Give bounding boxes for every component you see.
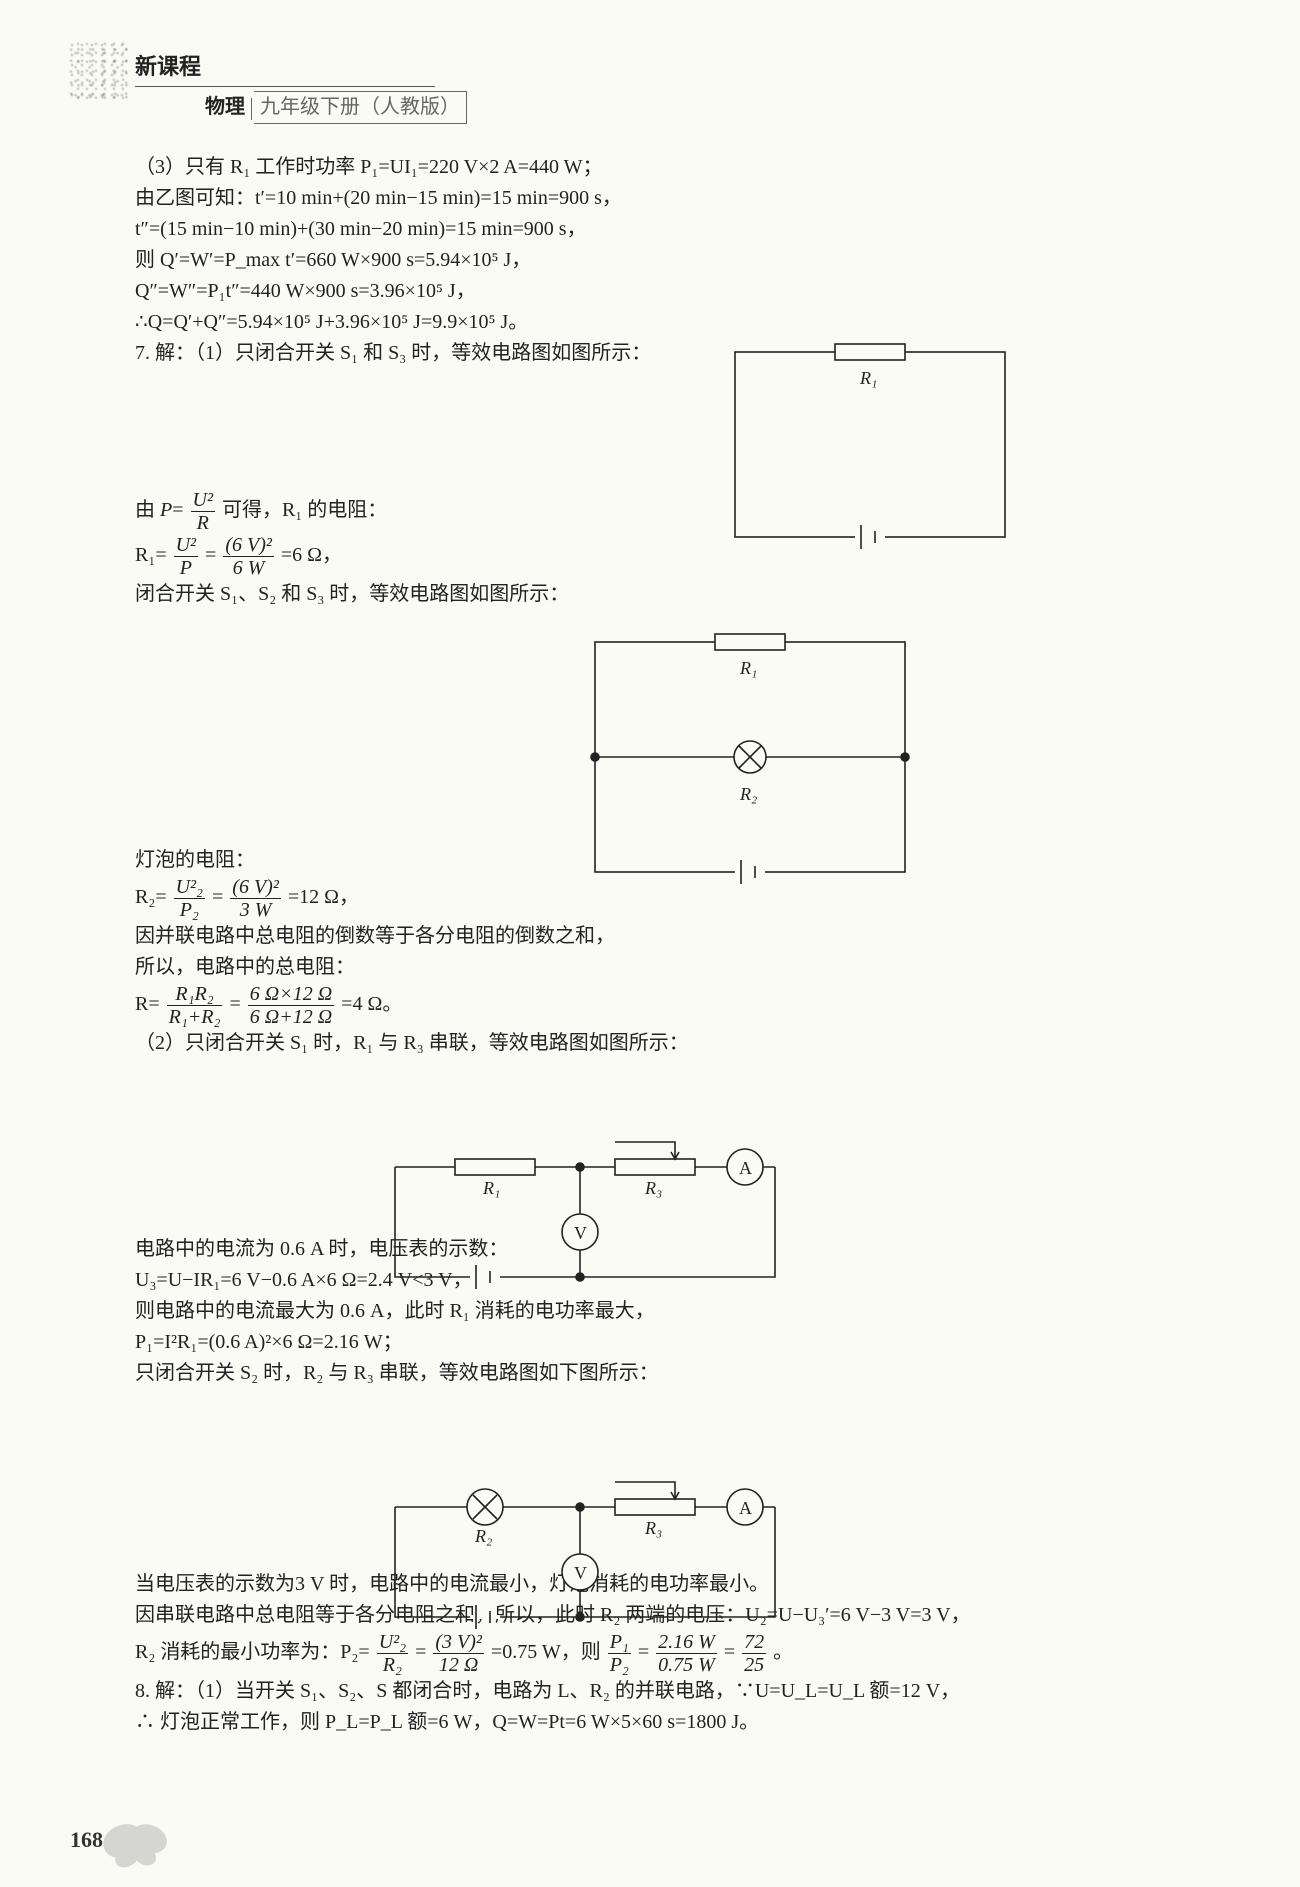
decorative-texture bbox=[70, 42, 128, 100]
text-line: R₁= U²P = (6 V)²6 W =6 Ω， bbox=[135, 534, 1200, 579]
text-line: P₁=I²R₁=(0.6 A)²×6 Ω=2.16 W； bbox=[135, 1327, 1200, 1358]
label-V: V bbox=[574, 1223, 587, 1243]
circuit-fig-3: R₁ R₃ A V bbox=[375, 1122, 795, 1297]
label-R1: R₁ bbox=[739, 658, 757, 678]
series-title: 新课程 bbox=[135, 50, 1200, 84]
circuit-fig-1: R₁ bbox=[725, 342, 1015, 557]
label-V: V bbox=[574, 1563, 587, 1583]
label-A: A bbox=[739, 1498, 752, 1518]
text-line: ∴ 灯泡正常工作，则 P_L=P_L 额=6 W，Q=W=Pt=6 W×5×60… bbox=[135, 1707, 1200, 1738]
header-rule bbox=[135, 86, 435, 87]
page-content: （3）只有 R₁ 工作时功率 P₁=UI₁=220 V×2 A=440 W； 由… bbox=[135, 152, 1200, 1738]
vertical-divider bbox=[251, 98, 252, 120]
text-line: 8. 解：（1）当开关 S₁、S₂、S 都闭合时，电路为 L、R₂ 的并联电路，… bbox=[135, 1676, 1200, 1707]
text-line: 则电路中的电流最大为 0.6 A，此时 R₁ 消耗的电功率最大， bbox=[135, 1296, 1200, 1327]
text-line: 所以，电路中的总电阻： bbox=[135, 952, 1200, 983]
label-R1: R₁ bbox=[482, 1178, 500, 1198]
text-line: （2）只闭合开关 S₁ 时，R₁ 与 R₃ 串联，等效电路图如图所示： bbox=[135, 1028, 1200, 1059]
text-line: 因并联电路中总电阻的倒数等于各分电阻的倒数之和， bbox=[135, 921, 1200, 952]
subject-label: 物理 bbox=[205, 96, 245, 118]
text-line: R= R₁R₂R₁+R₂ = 6 Ω×12 Ω6 Ω+12 Ω =4 Ω。 bbox=[135, 983, 1200, 1028]
label-R1: R₁ bbox=[859, 368, 877, 388]
subject-row: 物理九年级下册（人教版） bbox=[205, 91, 1200, 124]
label-R2: R₂ bbox=[474, 1526, 492, 1546]
text-line: 由乙图可知：t′=10 min+(20 min−15 min)=15 min=9… bbox=[135, 183, 1200, 214]
page-header: 新课程 物理九年级下册（人教版） bbox=[135, 50, 1200, 124]
text-line: 7. 解：（1）只闭合开关 S₁ 和 S₃ 时，等效电路图如图所示： bbox=[135, 338, 1200, 369]
label-R2: R₂ bbox=[739, 784, 757, 804]
circuit-fig-4: R₂ R₃ A V bbox=[375, 1462, 795, 1637]
page-number: 168 bbox=[70, 1823, 103, 1857]
label-A: A bbox=[739, 1158, 752, 1178]
text-line: 由 P= U²R 可得，R₁ 的电阻： bbox=[135, 489, 1200, 534]
text-line: 只闭合开关 S₂ 时，R₂ 与 R₃ 串联，等效电路图如下图所示： bbox=[135, 1358, 1200, 1389]
text-line: 则 Q′=W′=P_max t′=660 W×900 s=5.94×10⁵ J， bbox=[135, 245, 1200, 276]
grade-label: 九年级下册（人教版） bbox=[254, 91, 467, 124]
text-line: 闭合开关 S₁、S₂ 和 S₃ 时，等效电路图如图所示： bbox=[135, 579, 1200, 610]
text-line: （3）只有 R₁ 工作时功率 P₁=UI₁=220 V×2 A=440 W； bbox=[135, 152, 1200, 183]
text-line: R₂ 消耗的最小功率为：P₂= U²₂R₂ = (3 V)²12 Ω =0.75… bbox=[135, 1631, 1200, 1676]
text-line: t″=(15 min−10 min)+(30 min−20 min)=15 mi… bbox=[135, 214, 1200, 245]
label-R3: R₃ bbox=[644, 1178, 662, 1198]
text-line: Q″=W″=P₁t″=440 W×900 s=3.96×10⁵ J， bbox=[135, 276, 1200, 307]
text-line: ∴Q=Q′+Q″=5.94×10⁵ J+3.96×10⁵ J=9.9×10⁵ J… bbox=[135, 307, 1200, 338]
label-R3: R₃ bbox=[644, 1518, 662, 1538]
circuit-fig-2: R₁ R₂ bbox=[585, 632, 915, 892]
butterfly-icon bbox=[95, 1815, 175, 1875]
